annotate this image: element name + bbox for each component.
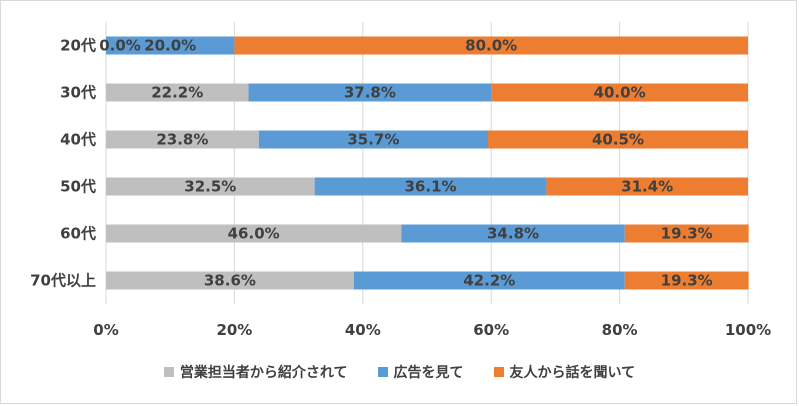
data-label: 46.0%: [228, 225, 280, 243]
bar-segment: [487, 130, 748, 149]
data-label: 34.8%: [487, 225, 539, 243]
x-tick-label: 100%: [725, 321, 771, 339]
data-label: 23.8%: [156, 131, 208, 149]
bar-segment: [248, 83, 492, 102]
bar-segment: [106, 36, 235, 55]
category-label: 60代: [60, 225, 96, 243]
legend-label: 営業担当者から紹介されて: [179, 365, 348, 381]
data-label: 37.8%: [344, 84, 396, 102]
data-label: 42.2%: [463, 272, 515, 290]
bar-segment: [106, 130, 259, 149]
bar-segment: [234, 36, 748, 55]
bar-segment: [106, 271, 354, 290]
bar-segment: [106, 83, 249, 102]
category-label: 70代以上: [30, 272, 96, 290]
bar-segment: [106, 177, 315, 196]
gridlines: [105, 22, 749, 304]
bar-segment: [258, 130, 488, 149]
stacked-bar-chart: 0.0% 20.0% 80.0% 22.2% 37.8% 40.0% 23.8% 35.7% 4…: [30, 22, 771, 339]
legend-label: 友人から話を聞いて: [509, 365, 636, 381]
bar-segment: [106, 224, 402, 243]
data-label: 19.3%: [661, 272, 713, 290]
legend-swatch: [377, 367, 388, 377]
legend-swatch: [493, 367, 504, 377]
data-label: 22.2%: [151, 84, 203, 102]
data-label: 40.5%: [592, 131, 644, 149]
bar-segment: [624, 271, 749, 290]
legend-item: 友人から話を聞いて: [493, 362, 636, 382]
legend: 営業担当者から紹介されて 広告を見て 友人から話を聞いて: [0, 360, 799, 384]
category-label: 40代: [60, 131, 96, 149]
data-label: 0.0%: [99, 37, 141, 55]
data-labels: 0.0% 20.0% 80.0% 22.2% 37.8% 40.0% 23.8% 35.7% 4…: [99, 37, 713, 290]
x-tick-label: 40%: [345, 321, 381, 339]
legend-item: 広告を見て: [377, 362, 464, 382]
bar-segment: [314, 177, 547, 196]
data-label: 19.3%: [661, 225, 713, 243]
data-label: 32.5%: [184, 178, 236, 196]
legend-label: 広告を見て: [393, 365, 464, 381]
category-label: 30代: [60, 84, 96, 102]
data-label: 40.0%: [594, 84, 646, 102]
bar-segment: [401, 224, 625, 243]
category-label: 20代: [60, 37, 96, 55]
legend-item: 営業担当者から紹介されて: [163, 362, 348, 382]
x-tick-label: 0%: [93, 321, 118, 339]
data-label: 38.6%: [204, 272, 256, 290]
bar-segment: [353, 271, 625, 290]
data-label: 36.1%: [405, 178, 457, 196]
category-label: 50代: [60, 178, 96, 196]
x-tick-label: 80%: [602, 321, 638, 339]
bars: [106, 36, 749, 290]
legend-swatch: [163, 367, 174, 377]
bar-segment: [546, 177, 748, 196]
x-tick-label: 60%: [473, 321, 509, 339]
bar-segment: [491, 83, 748, 102]
data-label: 80.0%: [465, 37, 517, 55]
bar-segment: [624, 224, 749, 243]
x-tick-label: 20%: [216, 321, 252, 339]
data-label: 31.4%: [621, 178, 673, 196]
data-label: 35.7%: [347, 131, 399, 149]
category-labels: 20代 30代 40代 50代 60代 70代以上: [30, 37, 96, 290]
data-label: 20.0%: [144, 37, 196, 55]
x-tick-labels: 0% 20% 40% 60% 80% 100%: [93, 321, 771, 339]
